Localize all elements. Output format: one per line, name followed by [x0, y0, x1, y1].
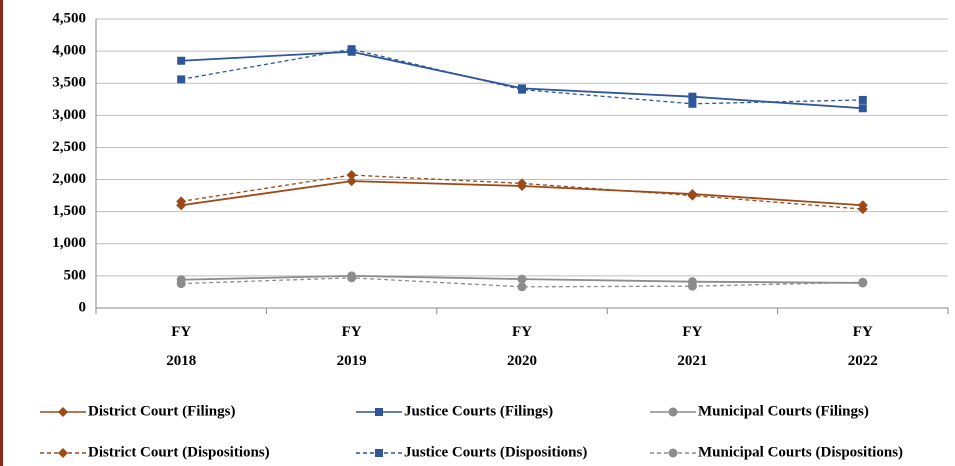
y-tick-label: 2,000: [52, 171, 86, 187]
y-tick-label: 1,500: [52, 203, 86, 219]
marker: [687, 190, 698, 201]
marker: [177, 75, 186, 84]
y-tick-label: 4,000: [52, 43, 86, 59]
y-tick-label: 1,000: [52, 235, 86, 251]
marker: [858, 277, 868, 287]
marker: [517, 282, 527, 292]
marker: [687, 281, 697, 291]
series-line: [181, 48, 863, 105]
y-tick-label: 500: [64, 267, 87, 283]
y-tick-label: 0: [79, 299, 87, 315]
marker: [346, 176, 357, 187]
marker: [858, 104, 867, 113]
x-tick-label: FY 2021: [677, 324, 708, 369]
series-line: [181, 277, 863, 288]
x-tick-label: FY 2019: [336, 324, 367, 369]
marker: [688, 99, 697, 108]
y-tick-label: 3,500: [52, 75, 86, 91]
series-line: [181, 50, 863, 110]
legend-label: Municipal Courts (Dispositions): [698, 444, 903, 460]
left-border: [0, 0, 3, 466]
marker: [375, 449, 383, 457]
marker: [668, 448, 678, 458]
marker: [176, 279, 186, 289]
marker: [857, 204, 868, 215]
legend-label: Municipal Courts (Filings): [698, 403, 869, 419]
marker: [347, 273, 357, 283]
x-tick-label: FY 2018: [166, 324, 197, 369]
marker: [668, 407, 678, 417]
marker: [518, 85, 526, 94]
marker: [517, 274, 527, 284]
marker: [58, 448, 68, 458]
marker: [177, 56, 186, 65]
legend-label: Justice Courts (Dispositions): [404, 444, 587, 460]
legend-label: District Court (Dispositions): [88, 444, 270, 460]
marker: [347, 45, 356, 54]
marker: [517, 178, 527, 189]
marker: [346, 170, 357, 181]
x-tick-label: FY 2020: [507, 324, 537, 369]
legend-label: Justice Courts (Filings): [404, 403, 553, 419]
legend-label: District Court (Filings): [88, 403, 235, 419]
marker: [176, 196, 187, 207]
x-tick-label: FY 2022: [847, 324, 878, 369]
marker: [688, 92, 697, 101]
marker: [858, 95, 867, 104]
y-tick-label: 2,500: [52, 139, 86, 155]
y-tick-label: 4,500: [52, 10, 86, 26]
y-tick-label: 3,000: [52, 107, 86, 123]
marker: [375, 408, 383, 416]
marker: [58, 407, 68, 417]
